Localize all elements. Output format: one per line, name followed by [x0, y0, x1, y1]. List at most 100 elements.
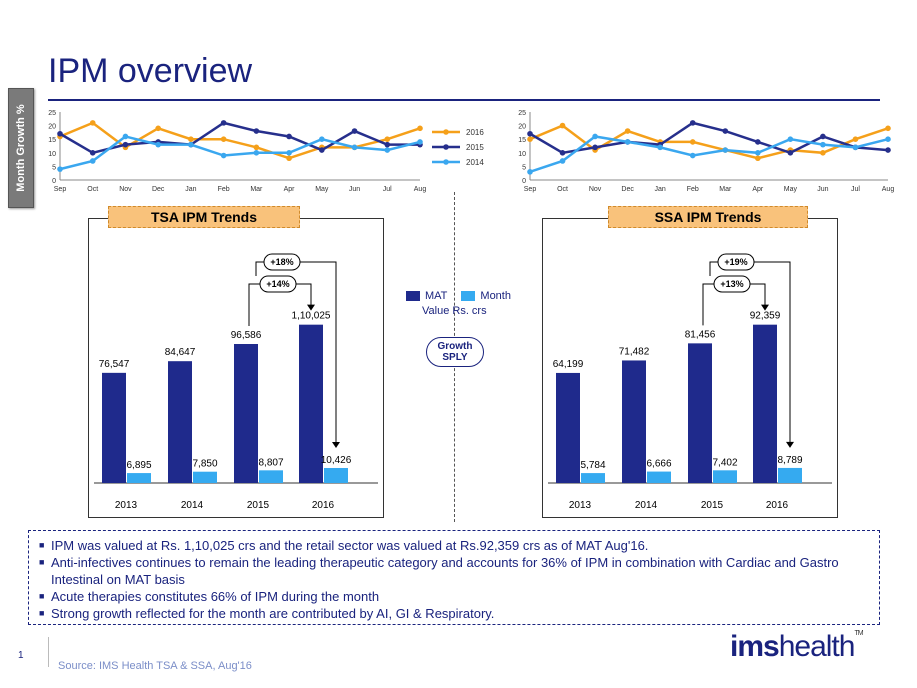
data-point [689, 120, 696, 126]
legend-label-2015: 2015 [466, 143, 484, 152]
data-point [417, 125, 423, 132]
growth-badge-mat [713, 275, 751, 293]
page-title: IPM overview [48, 52, 253, 90]
month-value-label: 6,895 [126, 460, 151, 471]
x-tick-label: Feb [218, 186, 230, 193]
legend-label-2014: 2014 [466, 158, 484, 167]
series-line-2015 [59, 121, 420, 155]
x-tick-label: Nov [589, 186, 602, 193]
data-point [592, 133, 598, 140]
month-bar [713, 470, 737, 483]
mat-bar [168, 361, 192, 483]
growth-badge-month [717, 253, 755, 271]
legend-marker [443, 159, 449, 165]
x-tick-label: Mar [250, 186, 263, 193]
month-value-label: 7,402 [712, 457, 737, 468]
mat-value-label: 84,647 [165, 347, 196, 358]
x-tick-label: Sep [524, 186, 537, 193]
x-tick-label: May [315, 186, 329, 193]
month-bar [324, 467, 348, 483]
growth-label-month: +18% [270, 257, 293, 267]
growth-badge-month [263, 253, 301, 271]
note-item: ■ Acute therapies constitutes 66% of IPM … [39, 589, 380, 604]
mat-bar [234, 344, 258, 483]
month-value-label: 5,784 [580, 460, 605, 471]
growth-badge-line1: Growth [437, 341, 473, 352]
x-tick-label: Mar [719, 186, 732, 193]
month-bar [778, 467, 802, 483]
y-tick-label: 15 [518, 137, 526, 144]
month-bar [193, 471, 217, 483]
y-tick-label: 25 [518, 110, 526, 117]
data-point [155, 141, 161, 148]
y-tick-label: 5 [52, 164, 56, 171]
data-point [220, 136, 227, 142]
legend-mat: MAT [425, 290, 448, 302]
x-tick-label: Nov [119, 186, 132, 193]
legend-month: Month [480, 290, 511, 302]
x-tick-label: Aug [414, 186, 427, 193]
data-point [384, 136, 391, 142]
mat-bar [753, 324, 777, 483]
y-tick-label: 0 [522, 178, 526, 185]
x-tick-label: Dec [152, 186, 165, 193]
x-tick-label: Feb [687, 186, 699, 193]
category-label: 2014 [635, 500, 658, 511]
data-point [820, 150, 826, 156]
category-label: 2013 [115, 500, 138, 511]
category-label: 2015 [247, 500, 270, 511]
ssa-trends-title: SSA IPM Trends [608, 206, 808, 228]
data-point [722, 128, 729, 134]
imshealth-logo: imshealthTM [730, 630, 864, 663]
category-label: 2015 [701, 500, 724, 511]
series-line-2016 [529, 124, 889, 160]
note-text: Acute therapies constitutes 66% of IPM d… [51, 589, 380, 604]
x-tick-label: Dec [621, 186, 634, 193]
data-point [885, 125, 891, 132]
page-number: 1 [18, 650, 24, 661]
mat-value-label: 1,10,025 [292, 311, 331, 322]
data-point [319, 147, 325, 153]
notes-box: ■ IPM was valued at Rs. 1,10,025 crs and … [28, 530, 880, 625]
data-point [592, 144, 598, 151]
data-point [657, 144, 663, 151]
growth-label-mat: +13% [720, 279, 743, 289]
data-point [820, 133, 826, 140]
series-line-2014 [59, 135, 421, 171]
title-divider [48, 99, 880, 101]
data-point [624, 139, 631, 145]
x-tick-label: Jul [383, 186, 392, 193]
data-point [885, 147, 891, 153]
data-point [351, 144, 358, 151]
data-point [527, 130, 533, 137]
note-text: IPM was valued at Rs. 1,10,025 crs and t… [51, 538, 649, 553]
ssa-trends-bar-chart: 64,199 5,784 2013 71,482 6,666 2014 81,456 7,40… [548, 253, 832, 511]
data-point [755, 139, 761, 145]
mat-bar [556, 372, 580, 483]
month-value-label: 6,666 [646, 459, 671, 470]
data-point [559, 158, 566, 164]
y-tick-label: 5 [522, 164, 526, 171]
y-tick-label: 10 [518, 151, 526, 158]
y-tick-label: 0 [52, 178, 56, 185]
data-point [689, 139, 696, 145]
x-tick-label: Sep [54, 186, 67, 193]
legend-label-2016: 2016 [466, 128, 484, 137]
y-tick-label: 20 [518, 124, 526, 131]
series-line-2015 [529, 121, 889, 155]
legend-marker [443, 144, 449, 150]
month-bar [127, 473, 151, 483]
data-point [122, 141, 129, 148]
mat-value-label: 64,199 [553, 359, 584, 370]
data-point [253, 150, 260, 156]
data-point [852, 136, 859, 142]
y-tick-label: 25 [48, 110, 56, 117]
month-value-label: 8,789 [777, 455, 802, 466]
month-bar [647, 471, 671, 483]
month-value-label: 7,850 [192, 459, 217, 470]
x-tick-label: Jan [655, 186, 666, 193]
mat-bar [622, 360, 646, 483]
mat-swatch [406, 291, 420, 301]
x-tick-label: Jan [185, 186, 196, 193]
mat-value-label: 71,482 [619, 346, 650, 357]
